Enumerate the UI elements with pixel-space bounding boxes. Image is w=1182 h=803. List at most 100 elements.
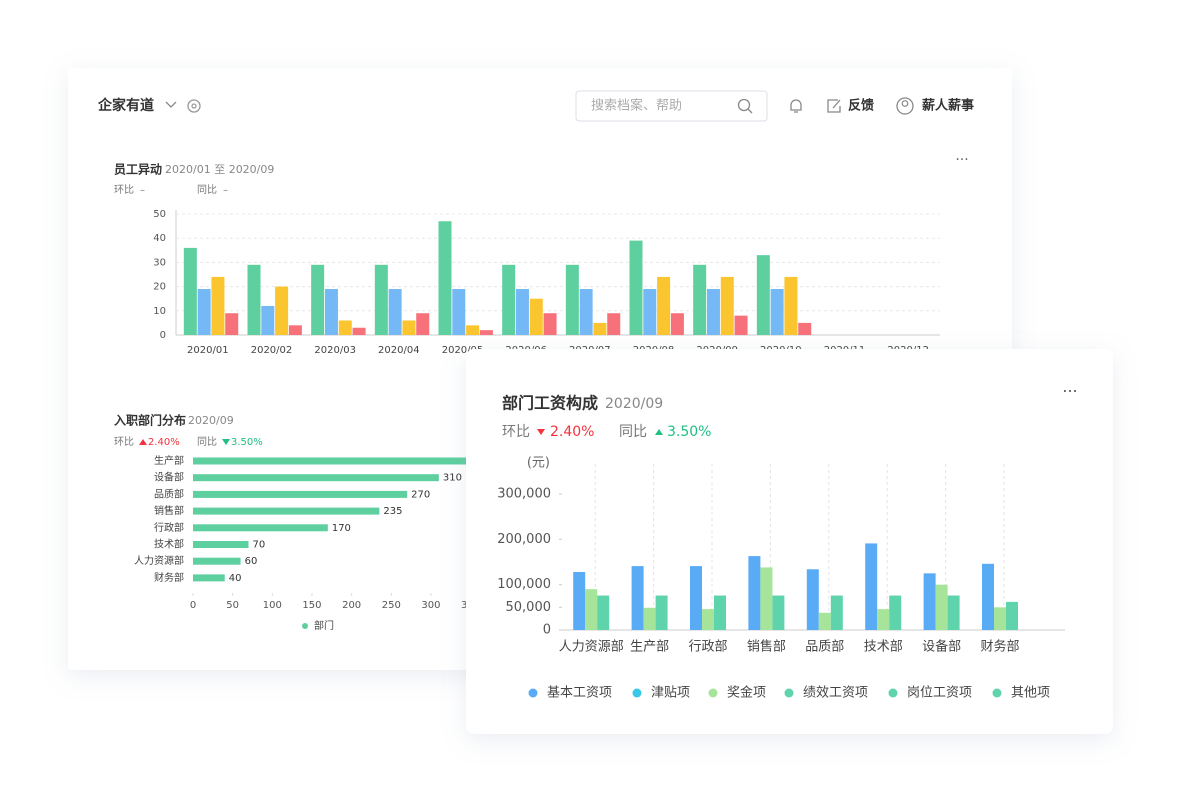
mom-value: – [140, 185, 145, 196]
y-unit: (元) [527, 456, 550, 471]
legend-label: 部门 [314, 619, 334, 632]
brand: 企家有道 [97, 97, 154, 114]
bar [607, 313, 621, 335]
bar [784, 276, 798, 335]
feedback-icon[interactable] [827, 99, 841, 113]
search-box[interactable] [575, 90, 768, 122]
chevron[interactable] [165, 101, 177, 108]
chart-subtitle: 2020/01 至 2020/09 [165, 163, 274, 176]
bar [261, 305, 275, 335]
bar [760, 567, 773, 630]
y-tick-label: 300,000 [497, 487, 551, 502]
x-tick-label: 2020/05 [442, 345, 484, 356]
search-placeholder: 搜索档案、帮助 [591, 99, 682, 114]
yoy-label: 同比 [197, 436, 217, 448]
x-tick-label: 设备部 [922, 639, 961, 655]
y-tick-label: 技术部 [154, 538, 184, 551]
bar [338, 320, 352, 335]
bar [579, 289, 593, 335]
more-button[interactable]: ··· [955, 152, 968, 168]
x-tick-label: 销售部 [747, 639, 786, 655]
y-tick-label: 0 [543, 623, 551, 638]
mom-value: 2.40% [550, 424, 594, 440]
bar [247, 264, 261, 335]
legend-marker [784, 688, 794, 698]
bar [923, 573, 936, 630]
bar [438, 221, 452, 335]
feedback[interactable]: 反馈 [848, 98, 874, 114]
y-tick-label: 设备部 [154, 471, 184, 484]
x-tick-label: 人力资源部 [559, 640, 624, 655]
mom-label: 环比 [114, 436, 134, 448]
bar [183, 247, 197, 335]
bar [1006, 601, 1018, 630]
bar [734, 315, 748, 335]
bar [889, 595, 902, 630]
search-icon-handle [747, 108, 753, 114]
bar [324, 289, 338, 335]
chart-subtitle: 2020/09 [188, 414, 234, 427]
x-tick-label: 250 [382, 600, 401, 611]
y-tick-label: 财务部 [154, 571, 184, 584]
x-tick-label: 生产部 [630, 640, 669, 655]
y-tick-label: 人力资源部 [134, 554, 184, 567]
legend-label: 其他项 [1011, 686, 1050, 701]
bar [690, 566, 702, 630]
bar [877, 609, 890, 630]
bar [982, 563, 994, 630]
chart-subtitle: 2020/09 [605, 396, 663, 412]
value-label: 60 [245, 556, 258, 567]
x-tick-label: 2020/01 [187, 345, 229, 356]
trend-icon [655, 429, 663, 435]
x-tick-label: 技术部 [864, 640, 903, 655]
y-tick-label: 行政部 [154, 521, 184, 534]
x-tick-label: 2020/04 [378, 345, 420, 356]
yoy-value: 3.50% [231, 437, 263, 448]
bar [597, 595, 610, 630]
bar [935, 584, 948, 630]
x-tick-label: 2020/02 [251, 345, 293, 356]
bar [193, 457, 467, 465]
bell-icon[interactable] [790, 99, 802, 113]
bar [748, 556, 761, 630]
x-tick-label: 200 [342, 600, 361, 611]
bar [947, 595, 960, 630]
chart-title: 部门工资构成 [502, 394, 598, 413]
x-tick-label: 品质部 [805, 640, 844, 655]
legend-marker [708, 688, 718, 698]
legend-label: 绩效工资项 [803, 686, 868, 701]
y-tick-label: 销售部 [154, 504, 184, 517]
bar [670, 313, 684, 335]
x-tick-label: 150 [302, 600, 321, 611]
bar [402, 320, 416, 335]
mom-label: 环比 [502, 424, 530, 440]
mom-label: 环比 [114, 184, 134, 196]
user-name[interactable]: 薪人薪事 [922, 98, 974, 114]
user-icon[interactable] [896, 97, 914, 115]
user-icon-head [901, 100, 909, 107]
bar [573, 571, 586, 630]
search-icon[interactable] [737, 98, 751, 112]
y-tick-label: 40 [153, 233, 166, 244]
value-label: 40 [229, 573, 242, 584]
bar [479, 330, 493, 335]
x-tick-label: 0 [190, 600, 196, 611]
settings-icon[interactable] [187, 99, 201, 113]
y-tick-label: 10 [153, 306, 166, 317]
chart-title: 员工异动 [114, 163, 162, 177]
yoy-label: 同比 [619, 424, 647, 440]
x-tick-label: 50 [226, 600, 239, 611]
bar [994, 607, 1006, 630]
mom-value: 2.40% [148, 437, 180, 448]
front-card: ··· 部门工资构成 2020/09 环比 2.40% 同比 3.50% (元) 0 50,00… [466, 349, 1113, 734]
yoy-value: – [223, 185, 228, 196]
bar [706, 289, 720, 335]
bar [543, 313, 557, 335]
y-tick-label: 20 [153, 282, 166, 293]
x-tick-label: 100 [263, 600, 282, 611]
bar [529, 298, 543, 335]
legend-marker [888, 688, 898, 698]
more-button[interactable]: ··· [1062, 382, 1077, 401]
